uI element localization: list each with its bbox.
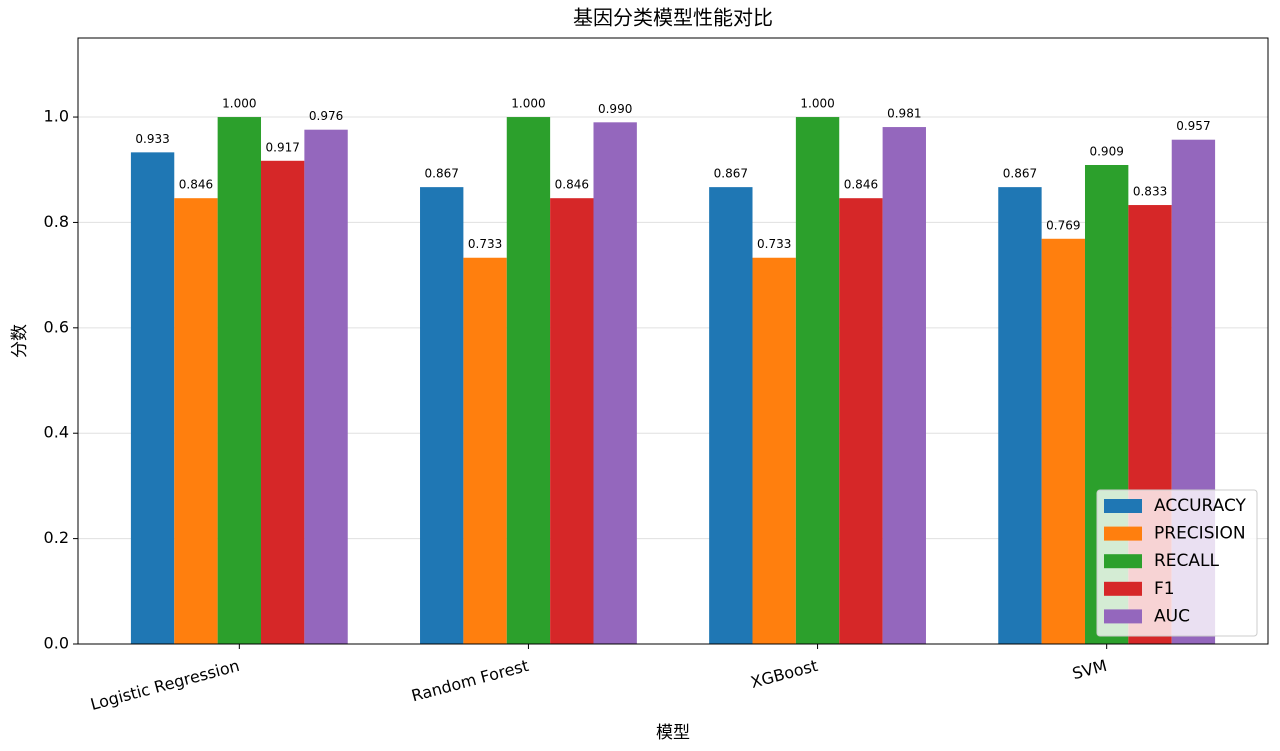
- legend-label: PRECISION: [1154, 524, 1246, 544]
- bar: [506, 117, 551, 645]
- legend-swatch: [1104, 609, 1142, 624]
- legend-label: F1: [1154, 579, 1175, 599]
- legend-label: ACCURACY: [1154, 496, 1247, 516]
- bar: [752, 257, 796, 644]
- bar: [795, 117, 840, 645]
- bar: [593, 122, 637, 644]
- legend-swatch: [1104, 499, 1142, 513]
- y-tick-label: 0.6: [44, 317, 69, 336]
- legend-box: [1096, 489, 1258, 637]
- legend-swatch: [1104, 581, 1142, 596]
- y-tick-label: 0.0: [44, 634, 69, 653]
- bar: [998, 187, 1042, 644]
- y-tick-label: 0.8: [44, 212, 69, 231]
- x-tick-label: Logistic Regression: [88, 656, 241, 714]
- bar: [217, 117, 262, 645]
- chart-title: 基因分类模型性能对比: [573, 6, 773, 30]
- value-label: 0.957: [1176, 119, 1210, 133]
- bar: [1041, 238, 1085, 644]
- y-tick-label: 0.4: [44, 423, 69, 442]
- bar: [261, 160, 305, 644]
- x-axis-label: 模型: [656, 723, 690, 743]
- legend-swatch: [1104, 554, 1142, 569]
- bar: [709, 187, 753, 644]
- x-tick-label: SVM: [1070, 656, 1109, 683]
- value-label: 0.917: [266, 140, 300, 154]
- x-tick-label: Random Forest: [409, 656, 530, 706]
- bar: [420, 187, 464, 644]
- value-label: 1.000: [511, 97, 545, 111]
- value-label: 1.000: [800, 97, 834, 111]
- plot-frame: [77, 37, 1269, 645]
- bar: [304, 129, 348, 644]
- y-tick-label: 1.0: [44, 107, 69, 126]
- value-label: 0.846: [555, 178, 589, 192]
- legend-swatch: [1104, 526, 1142, 541]
- x-tick-label: XGBoost: [749, 656, 820, 692]
- value-label: 0.846: [844, 178, 878, 192]
- bar: [174, 198, 218, 645]
- value-label: 0.909: [1089, 144, 1123, 158]
- value-label: 0.867: [1003, 167, 1037, 181]
- bar: [130, 152, 175, 645]
- bar: [463, 257, 507, 644]
- value-label: 0.867: [425, 167, 459, 181]
- legend-label: AUC: [1154, 606, 1190, 626]
- value-label: 0.976: [309, 109, 343, 123]
- value-label: 0.733: [468, 237, 502, 251]
- value-label: 0.933: [135, 132, 169, 146]
- value-label: 1.000: [222, 97, 256, 111]
- value-label: 0.733: [757, 237, 791, 251]
- bar: [550, 198, 594, 645]
- bar: [839, 198, 883, 645]
- y-axis-label: 分数: [10, 324, 30, 358]
- value-label: 0.981: [887, 107, 921, 121]
- legend-label: RECALL: [1154, 551, 1220, 571]
- bar: [882, 127, 926, 644]
- value-label: 0.833: [1133, 185, 1167, 199]
- y-tick-label: 0.2: [44, 528, 69, 547]
- value-label: 0.867: [714, 167, 748, 181]
- value-label: 0.769: [1046, 218, 1080, 232]
- value-label: 0.846: [179, 178, 213, 192]
- value-label: 0.990: [598, 102, 632, 116]
